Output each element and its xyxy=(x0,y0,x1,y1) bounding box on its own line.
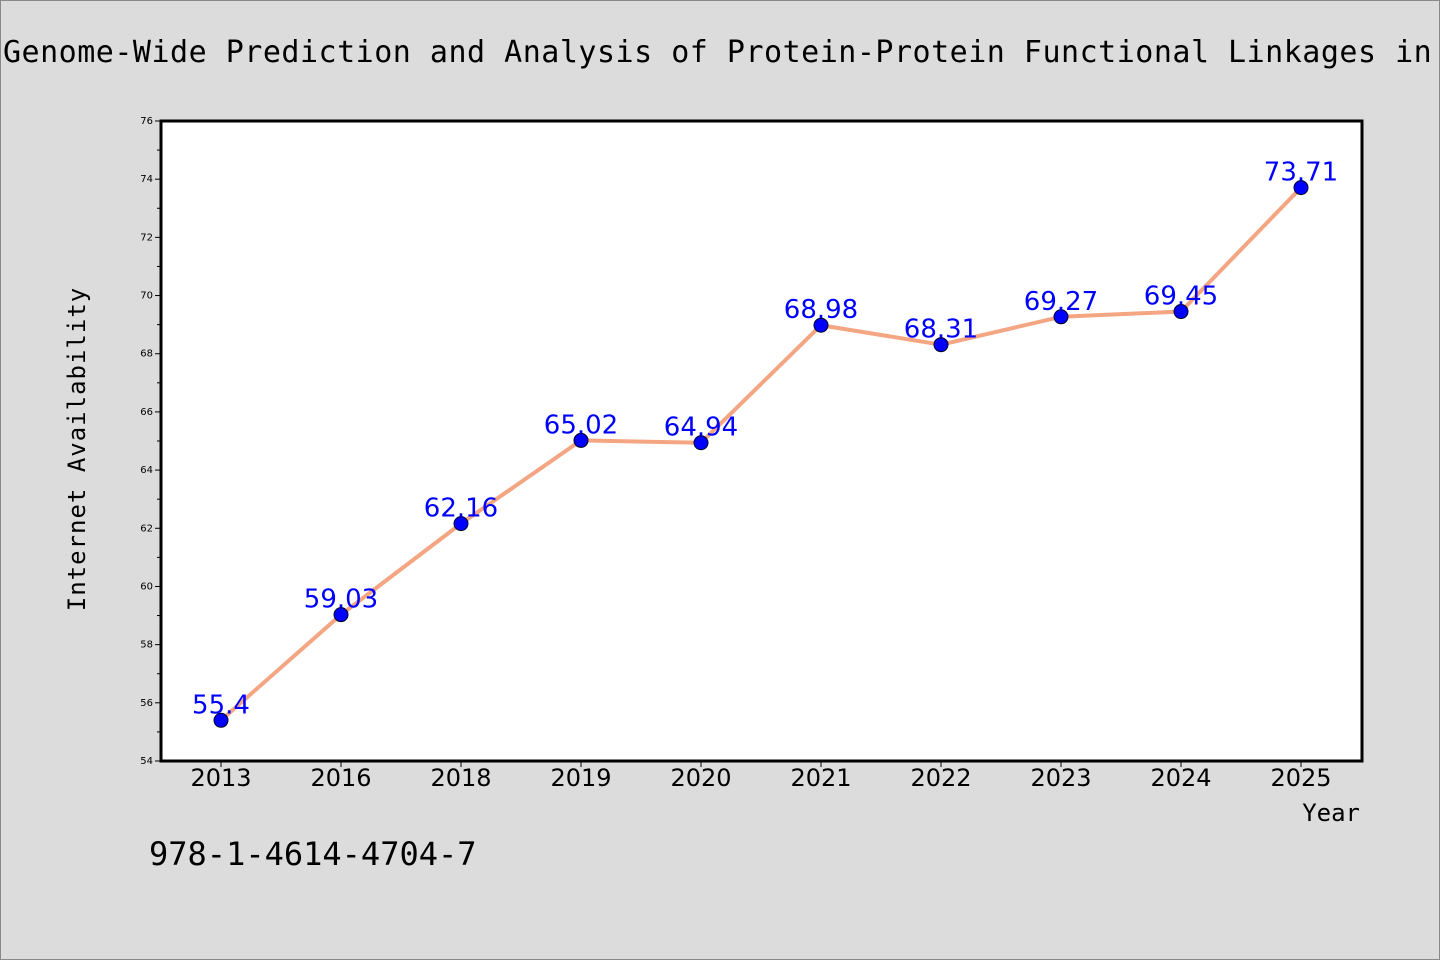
data-label: 73.71 xyxy=(1264,158,1338,188)
data-point xyxy=(453,516,469,532)
y-axis: 54 56 58 60 62 64 66 68 70 72 74 76 xyxy=(140,116,161,767)
x-tick-label: 2018 xyxy=(430,764,491,792)
data-label: 55.4 xyxy=(192,690,250,720)
data-point xyxy=(333,607,349,623)
x-tick-label: 2013 xyxy=(190,764,251,792)
y-tick-label: 62 xyxy=(140,523,153,534)
data-point xyxy=(1173,304,1189,320)
data-point xyxy=(573,432,589,448)
y-tick-label: 70 xyxy=(140,291,153,302)
data-label: 62.16 xyxy=(424,494,498,524)
y-tick-label: 54 xyxy=(140,756,153,767)
y-axis-label: Internet Availability xyxy=(63,287,91,611)
x-tick-label: 2025 xyxy=(1270,764,1331,792)
data-point xyxy=(933,337,949,353)
series-line xyxy=(219,185,1303,723)
data-point xyxy=(1293,180,1309,196)
data-label: 68.98 xyxy=(784,295,858,325)
x-tick-label: 2021 xyxy=(790,764,851,792)
data-point xyxy=(213,712,229,728)
y-tick-label: 72 xyxy=(140,232,153,243)
y-tick-label: 60 xyxy=(140,581,153,592)
plot-area xyxy=(159,119,1364,763)
x-tick-label: 2023 xyxy=(1030,764,1091,792)
data-label: 64.94 xyxy=(664,413,738,443)
x-tick-label: 2022 xyxy=(910,764,971,792)
y-tick-label: 74 xyxy=(140,174,153,185)
data-label: 69.45 xyxy=(1144,282,1218,312)
x-tick-label: 2020 xyxy=(670,764,731,792)
y-tick-label: 64 xyxy=(140,465,153,476)
data-label: 68.31 xyxy=(904,315,978,345)
series-group: 55.4 59.03 62.16 65.02 64.94 68.98 68.31 69.27 6… xyxy=(192,158,1338,728)
data-label: 69.27 xyxy=(1024,287,1098,317)
chart-title: Genome-Wide Prediction and Analysis of P… xyxy=(3,35,1440,70)
data-point xyxy=(1053,309,1069,325)
isbn-text: 978-1-4614-4704-7 xyxy=(149,835,477,873)
data-label: 65.02 xyxy=(544,410,618,440)
y-tick-label: 76 xyxy=(140,116,153,127)
data-point xyxy=(813,317,829,333)
x-axis-label: Year xyxy=(1302,799,1360,827)
y-tick-label: 68 xyxy=(140,349,153,360)
x-tick-label: 2024 xyxy=(1150,764,1211,792)
data-point xyxy=(693,435,709,451)
x-tick-label: 2019 xyxy=(550,764,611,792)
y-tick-label: 56 xyxy=(140,698,153,709)
x-tick-label: 2016 xyxy=(310,764,371,792)
x-axis: 2013 2016 2018 2019 2020 2021 2022 2023 2024 2025 xyxy=(190,761,1332,792)
data-label: 59.03 xyxy=(304,585,378,615)
y-tick-label: 66 xyxy=(140,407,153,418)
y-tick-label: 58 xyxy=(140,640,153,651)
